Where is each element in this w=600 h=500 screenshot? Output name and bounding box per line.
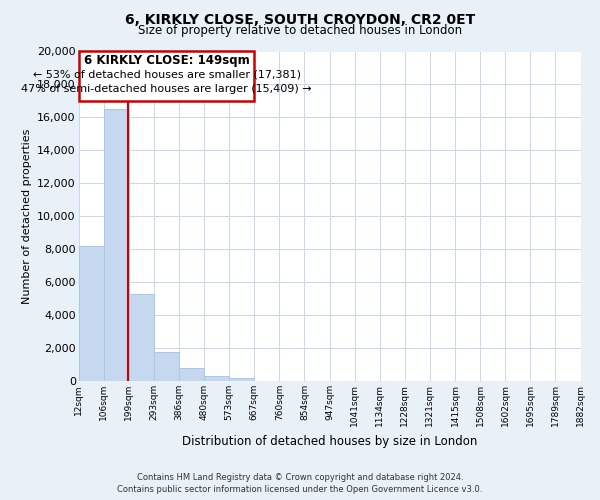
Bar	[104, 109, 129, 382]
X-axis label: Distribution of detached houses by size in London: Distribution of detached houses by size …	[182, 434, 477, 448]
FancyBboxPatch shape	[79, 52, 254, 101]
Text: 6, KIRKLY CLOSE, SOUTH CROYDON, CR2 0ET: 6, KIRKLY CLOSE, SOUTH CROYDON, CR2 0ET	[125, 12, 475, 26]
Bar	[204, 376, 229, 382]
Bar	[179, 368, 204, 382]
Bar	[229, 378, 254, 382]
Y-axis label: Number of detached properties: Number of detached properties	[22, 128, 32, 304]
Bar	[129, 294, 154, 382]
Text: ← 53% of detached houses are smaller (17,381): ← 53% of detached houses are smaller (17…	[33, 70, 301, 80]
Text: Contains HM Land Registry data © Crown copyright and database right 2024.
Contai: Contains HM Land Registry data © Crown c…	[118, 472, 482, 494]
Bar	[79, 246, 104, 382]
Text: 47% of semi-detached houses are larger (15,409) →: 47% of semi-detached houses are larger (…	[22, 84, 312, 94]
Text: 6 KIRKLY CLOSE: 149sqm: 6 KIRKLY CLOSE: 149sqm	[84, 54, 250, 67]
Text: Size of property relative to detached houses in London: Size of property relative to detached ho…	[138, 24, 462, 37]
Bar	[154, 352, 179, 382]
